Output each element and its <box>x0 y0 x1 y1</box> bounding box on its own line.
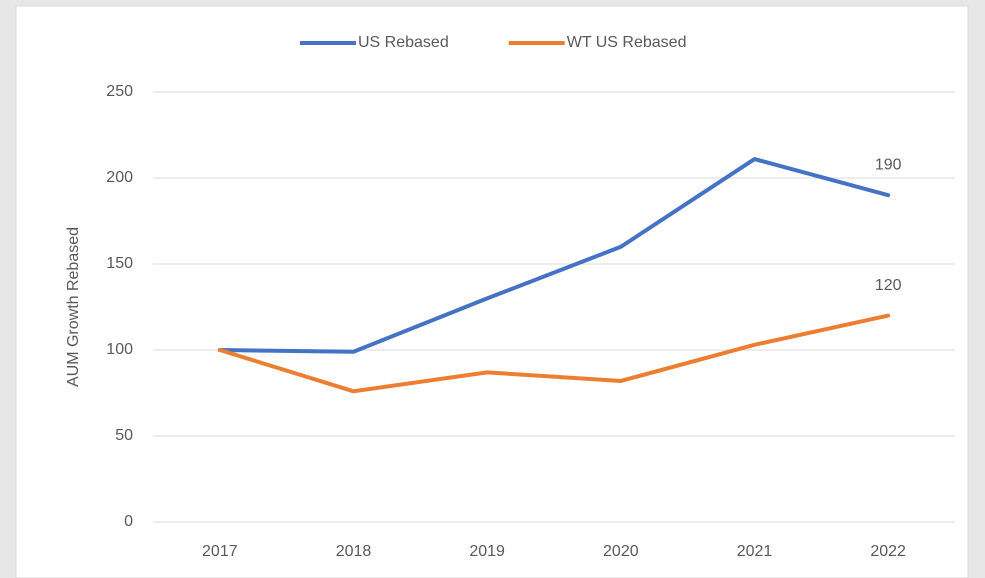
data-label: 120 <box>875 277 902 294</box>
y-tick-label: 150 <box>106 255 133 272</box>
y-tick-label: 50 <box>115 427 133 444</box>
y-tick-label: 0 <box>124 513 133 530</box>
y-tick-label: 250 <box>106 83 133 100</box>
x-tick-label: 2020 <box>603 543 639 560</box>
x-tick-label: 2017 <box>202 543 238 560</box>
series-line <box>217 157 891 354</box>
legend-label: US Rebased <box>358 34 449 51</box>
chart-panel <box>15 5 969 578</box>
y-axis-label: AUM Growth Rebased <box>65 227 82 387</box>
legend-label: WT US Rebased <box>567 34 687 51</box>
y-tick-label: 200 <box>106 169 133 186</box>
x-tick-label: 2018 <box>336 543 372 560</box>
x-tick-label: 2022 <box>870 543 906 560</box>
x-tick-label: 2019 <box>469 543 505 560</box>
series-line <box>217 313 891 394</box>
y-tick-label: 100 <box>106 341 133 358</box>
x-tick-label: 2021 <box>737 543 773 560</box>
data-label: 190 <box>875 156 902 173</box>
